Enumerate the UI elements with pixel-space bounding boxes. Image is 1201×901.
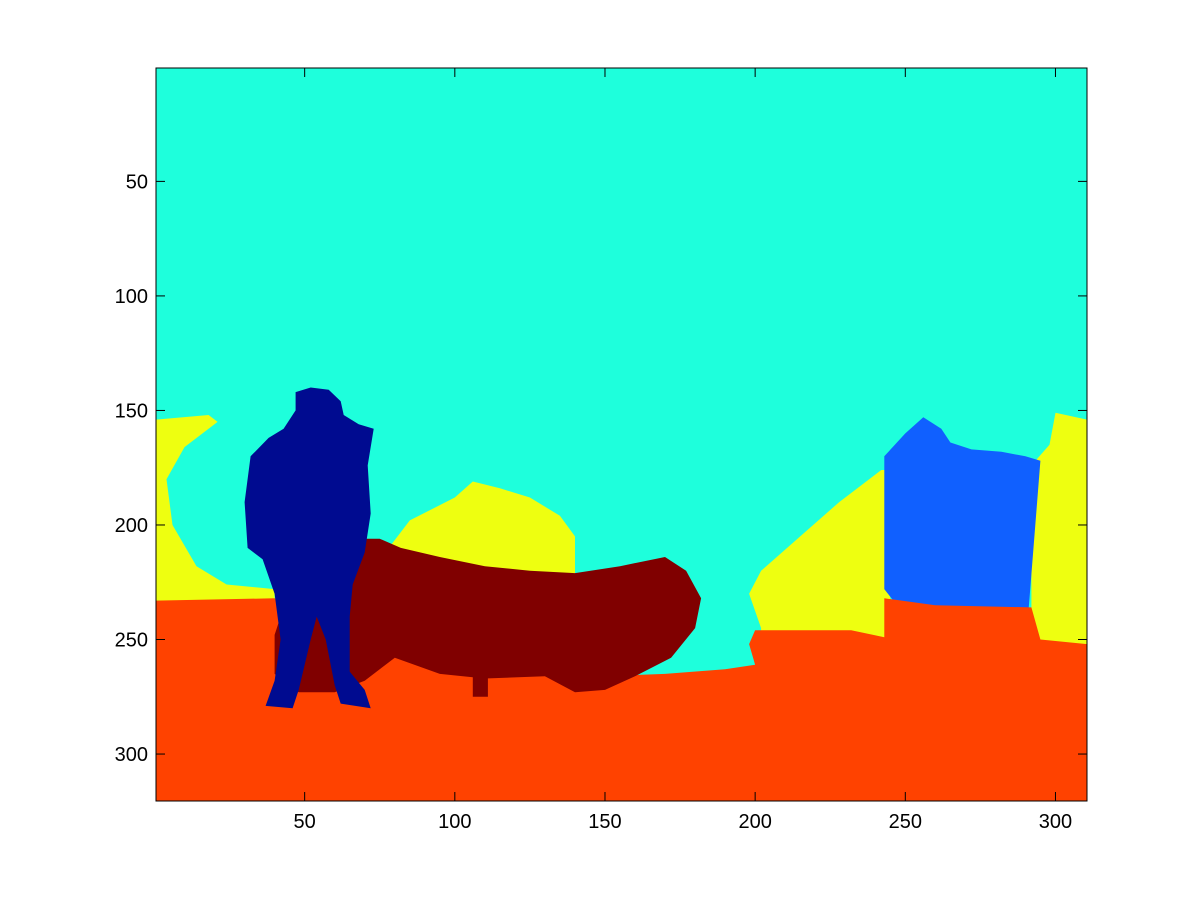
x-tick-label-100: 100 <box>438 811 471 833</box>
y-tick-label-250: 250 <box>115 630 148 652</box>
y-tick-label-200: 200 <box>115 515 148 537</box>
x-tick-label-250: 250 <box>889 811 922 833</box>
x-tick-label-300: 300 <box>1039 811 1072 833</box>
y-tick-label-50: 50 <box>126 171 148 193</box>
axis-tick-labels: 50 100 150 200 250 300 50 100 150 200 250 300 <box>115 171 1073 833</box>
heatmap-region-3 <box>749 470 891 651</box>
x-tick-label-50: 50 <box>294 811 316 833</box>
heatmap-region-7 <box>274 538 702 693</box>
x-tick-label-200: 200 <box>738 811 771 833</box>
y-tick-label-150: 150 <box>115 400 148 422</box>
heatmap-region-8 <box>472 673 488 697</box>
x-tick-label-150: 150 <box>588 811 621 833</box>
heatmap-region-9 <box>244 387 374 709</box>
heatmap-region-1 <box>156 415 275 601</box>
heatmap-region-5 <box>884 417 1041 612</box>
y-tick-label-300: 300 <box>115 744 148 766</box>
heatmap-regions <box>156 68 1087 801</box>
axis-ticks <box>156 68 1087 801</box>
plot-axes-box <box>155 67 1088 802</box>
y-tick-label-100: 100 <box>115 286 148 308</box>
heatmap-region-4 <box>1031 412 1087 645</box>
